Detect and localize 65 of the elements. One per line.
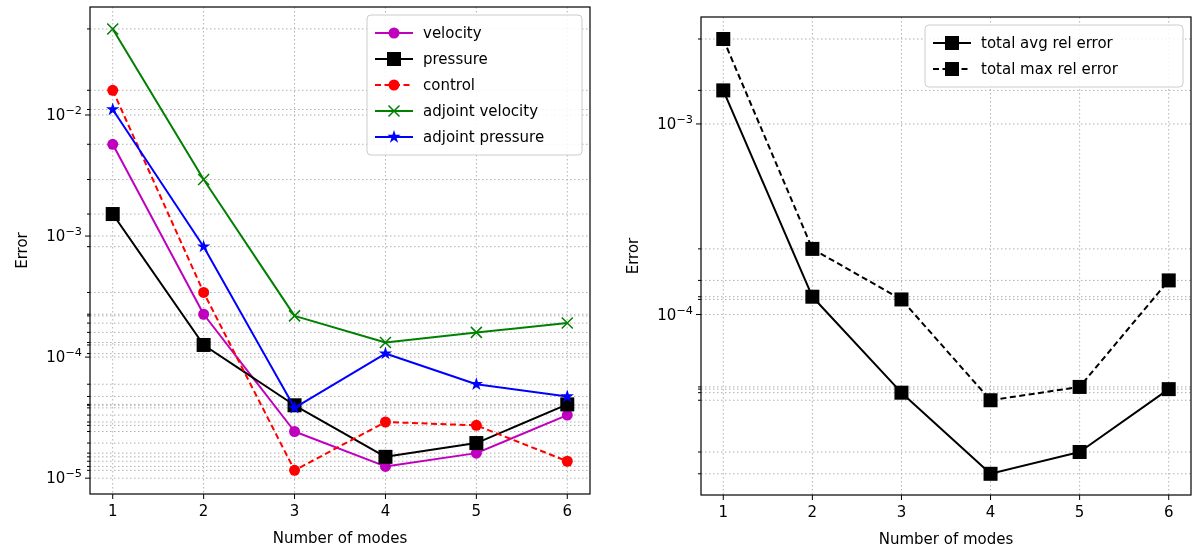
legend-label: adjoint pressure (423, 128, 545, 146)
y-tick-label: 10$^{−5}$ (46, 466, 82, 488)
point (560, 389, 574, 403)
x-axis-title: Number of modes (272, 529, 408, 547)
legend-label: control (423, 76, 475, 94)
point (561, 316, 574, 330)
point (289, 425, 301, 437)
y-axis-title: Error (624, 236, 642, 275)
y-tick-label: 10$^{−4}$ (46, 345, 82, 367)
y-axis-title: Error (13, 231, 31, 269)
point (289, 464, 301, 476)
legend-label: pressure (423, 50, 488, 68)
legend-label: velocity (423, 24, 482, 42)
y-tick-label: 10$^{−3}$ (657, 112, 693, 133)
point (469, 436, 484, 451)
point (378, 449, 393, 464)
legend-label: adjoint velocity (423, 102, 539, 120)
point (894, 385, 909, 400)
x-tick-label: 2 (807, 503, 818, 521)
point (198, 286, 210, 298)
point (894, 292, 909, 307)
x-tick-label: 5 (471, 502, 482, 520)
point (983, 466, 998, 481)
point (196, 239, 211, 253)
legend-label: total max rel error (981, 60, 1119, 78)
point (470, 326, 483, 339)
x-tick-label: 5 (1074, 503, 1085, 521)
x-tick-label: 3 (896, 503, 907, 521)
x-axis-title: Number of modes (878, 530, 1014, 548)
x-tick-label: 4 (380, 502, 391, 520)
legend-label: total avg rel error (981, 34, 1114, 52)
point (379, 416, 391, 428)
x-tick-label: 1 (718, 503, 729, 521)
point (106, 22, 119, 36)
point (288, 309, 301, 323)
point (107, 138, 119, 150)
x-tick-label: 3 (289, 502, 300, 520)
point (561, 455, 573, 467)
y-tick-label: 10$^{−2}$ (46, 103, 82, 124)
x-tick-label: 2 (198, 502, 209, 520)
point (197, 173, 210, 186)
point (196, 337, 211, 352)
x-tick-label: 6 (562, 502, 573, 520)
x-tick-label: 1 (107, 502, 118, 520)
point (1072, 379, 1087, 394)
point (1072, 444, 1087, 459)
point (805, 241, 820, 256)
point (379, 336, 392, 349)
point (1161, 382, 1176, 397)
y-tick-label: 10$^{−4}$ (657, 303, 693, 324)
y-tick-label: 10$^{−3}$ (46, 224, 82, 246)
point (716, 32, 731, 47)
point (106, 102, 120, 116)
x-tick-label: 6 (1163, 503, 1174, 521)
point (107, 84, 119, 96)
point (1161, 273, 1176, 288)
point (805, 289, 820, 304)
point (983, 393, 998, 408)
point (105, 207, 120, 222)
point (198, 308, 210, 320)
point (470, 419, 482, 431)
point (716, 83, 731, 98)
point (378, 346, 393, 360)
x-tick-label: 4 (985, 503, 996, 521)
point (469, 377, 484, 390)
